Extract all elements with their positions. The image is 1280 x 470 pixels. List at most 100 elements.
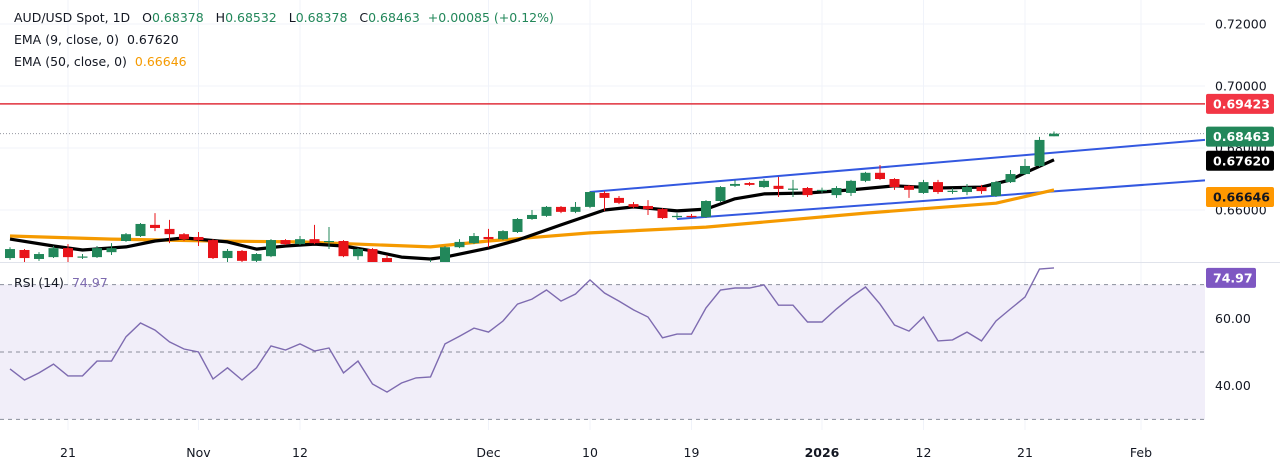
x-tick-label: 10 bbox=[582, 445, 598, 460]
candle bbox=[382, 254, 392, 262]
low-label: L bbox=[288, 10, 296, 25]
candle bbox=[324, 227, 334, 250]
price-badges: 0.69423 0.68463 0.67620 0.66646 74.97 bbox=[1206, 93, 1274, 288]
candle-body bbox=[933, 182, 943, 193]
candle-body bbox=[164, 228, 175, 235]
candle bbox=[77, 254, 88, 259]
rsi-label: RSI (14) bbox=[14, 275, 64, 290]
candle-body bbox=[338, 241, 349, 257]
candle bbox=[730, 179, 740, 188]
legend-ema50-row[interactable]: EMA (50, close, 0) 0.66646 bbox=[14, 54, 191, 69]
candle bbox=[483, 228, 494, 248]
candle bbox=[92, 245, 102, 259]
candle bbox=[599, 191, 610, 211]
symbol-title[interactable]: AUD/USD Spot, 1D bbox=[14, 10, 131, 25]
candle-body bbox=[715, 187, 726, 202]
candle bbox=[933, 179, 943, 194]
legend-ema9-row[interactable]: EMA (9, close, 0) 0.67620 bbox=[14, 32, 183, 47]
candle-body bbox=[759, 180, 769, 188]
x-tick-label: 12 bbox=[292, 445, 308, 460]
candle-body bbox=[860, 172, 871, 181]
candle-body bbox=[150, 224, 160, 228]
time-axis[interactable]: 21 Nov 12 Dec 10 19 2026 12 21 Feb bbox=[60, 445, 1152, 460]
price-pane bbox=[0, 103, 1205, 278]
ema9-badge-text: 0.67620 bbox=[1213, 153, 1270, 168]
ema9-badge-bg bbox=[1206, 150, 1274, 171]
candle bbox=[454, 239, 465, 249]
candle-body bbox=[469, 236, 479, 244]
candle-body bbox=[280, 240, 291, 245]
channel-upper-line bbox=[589, 138, 1205, 194]
candle-body bbox=[222, 250, 233, 259]
candle bbox=[411, 266, 421, 278]
last-price-badge: 0.68463 bbox=[1206, 126, 1274, 147]
candle-body bbox=[251, 254, 262, 261]
candle-body bbox=[962, 187, 972, 193]
candle-body bbox=[48, 248, 59, 258]
x-tick-label: 19 bbox=[684, 445, 700, 460]
candle-body bbox=[63, 248, 73, 258]
candle bbox=[280, 239, 291, 246]
price-tick-label: 0.70000 bbox=[1215, 79, 1267, 94]
x-tick-label: 12 bbox=[916, 445, 932, 460]
rsi-badge-text: 74.97 bbox=[1213, 270, 1253, 285]
candle bbox=[309, 224, 320, 245]
candle bbox=[773, 176, 784, 197]
candle-body bbox=[628, 204, 639, 207]
rsi-line bbox=[9, 267, 1055, 393]
candle bbox=[788, 179, 798, 197]
candle-body bbox=[397, 270, 407, 273]
x-tick-label: Dec bbox=[476, 445, 500, 460]
candle bbox=[193, 232, 204, 246]
ema50-badge-text: 0.66646 bbox=[1213, 189, 1270, 204]
candle-body bbox=[599, 192, 610, 198]
x-tick-label: 21 bbox=[60, 445, 76, 460]
candle bbox=[295, 236, 305, 246]
candle-body bbox=[686, 215, 697, 218]
candle-body bbox=[237, 250, 247, 261]
candle-body bbox=[1005, 174, 1016, 183]
candle bbox=[34, 252, 44, 261]
open-value: 0.68378 bbox=[151, 10, 204, 25]
candle-body bbox=[34, 254, 44, 259]
candle-body bbox=[121, 234, 131, 241]
candle bbox=[469, 232, 479, 245]
candle bbox=[1034, 136, 1045, 167]
ema50-badge: 0.66646 bbox=[1206, 186, 1274, 207]
open-label: O bbox=[142, 10, 152, 25]
candle-body bbox=[570, 206, 581, 212]
legend-symbol-row: AUD/USD Spot, 1D O0.68378 H0.68532 L0.68… bbox=[14, 10, 558, 25]
candle bbox=[208, 239, 218, 259]
candle-body bbox=[106, 248, 117, 253]
candle-body bbox=[454, 241, 465, 248]
candle-body bbox=[701, 201, 711, 218]
candle bbox=[570, 201, 581, 214]
ema9-value: 0.67620 bbox=[126, 32, 179, 47]
candle bbox=[48, 245, 59, 259]
ema50-label: EMA (50, close, 0) bbox=[14, 54, 127, 69]
candle-body bbox=[5, 249, 15, 259]
candle bbox=[237, 249, 247, 262]
candle-body bbox=[541, 206, 552, 216]
channel-lower-line bbox=[676, 179, 1205, 220]
low-value: 0.68378 bbox=[295, 10, 348, 25]
legend-rsi-row[interactable]: RSI (14) 74.97 bbox=[14, 275, 112, 290]
resistance-badge: 0.69423 bbox=[1206, 93, 1274, 114]
candle-body bbox=[976, 187, 987, 192]
candle bbox=[164, 219, 175, 244]
candle-body bbox=[193, 236, 204, 241]
candle-body bbox=[498, 231, 508, 240]
candle bbox=[527, 210, 537, 220]
candle-body bbox=[643, 205, 653, 210]
candle bbox=[179, 232, 189, 241]
rsi-tick-label: 40.00 bbox=[1215, 378, 1251, 393]
candle-body bbox=[440, 247, 450, 262]
candle bbox=[222, 249, 233, 262]
candle bbox=[628, 201, 639, 209]
candle-body bbox=[1034, 139, 1045, 166]
candle bbox=[904, 184, 914, 198]
candle-body bbox=[846, 180, 856, 193]
x-tick-label: 2026 bbox=[805, 445, 840, 460]
